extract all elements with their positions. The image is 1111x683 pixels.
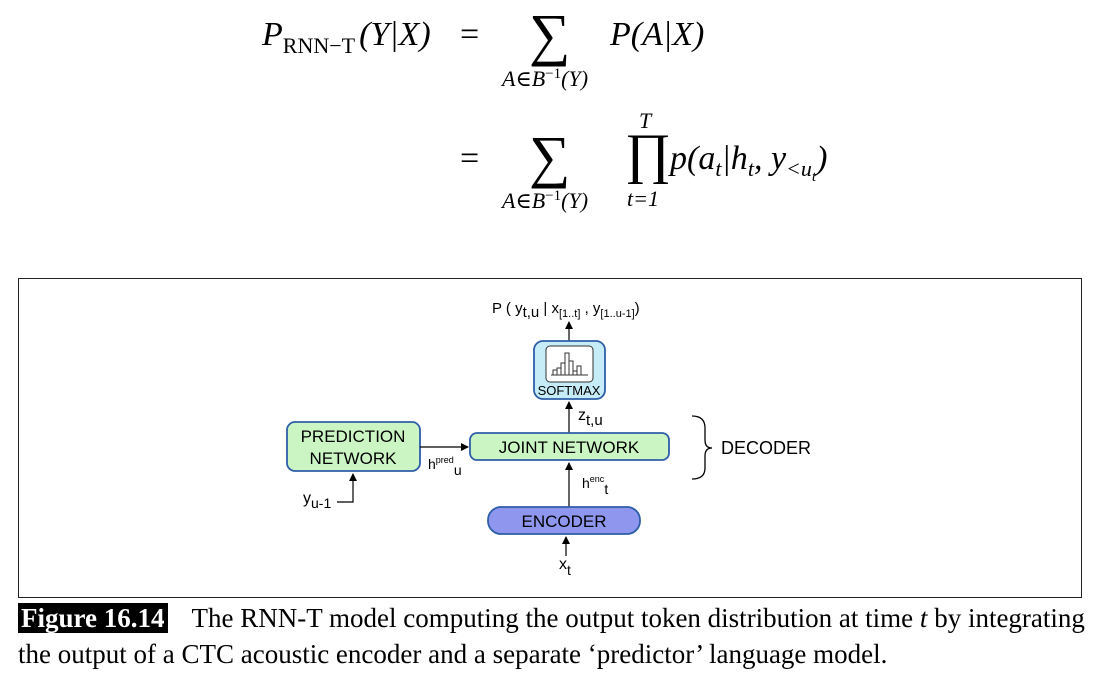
term2-h: |h (721, 140, 748, 177)
figure-caption: Figure 16.14 The RNN-T model computing th… (18, 600, 1098, 672)
prod-top: T (639, 108, 652, 133)
softmax-label: SOFTMAX (538, 383, 601, 398)
prod-bottom: t=1 (627, 186, 659, 211)
sum-subscript-2: A∈B−1(Y) (502, 188, 588, 214)
lhs-p: P (262, 16, 283, 53)
equals-sign-2: = (460, 140, 480, 177)
prod-symbol: ∏ (625, 123, 672, 185)
term2-close: ) (816, 140, 828, 177)
z-label: zt,u (578, 407, 603, 429)
sum-symbol-1: ∑ (529, 2, 571, 67)
sum2-sub-exp: −1 (545, 188, 562, 204)
decoder-brace (691, 415, 713, 480)
encoder-label: ENCODER (521, 512, 606, 531)
term2-ysub: <u (786, 156, 812, 181)
lhs-args: (Y|X) (359, 16, 431, 53)
caption-t: t (919, 603, 928, 633)
equals-sign-1: = (460, 16, 480, 53)
equation: PRNN−T (Y|X) = ∑ A∈B−1(Y) P(A|X) = ∑ A∈B−… (0, 0, 1111, 230)
sum-sub-a: A∈B (502, 66, 546, 91)
term-2: p(at|ht, y<ut) (670, 140, 827, 186)
histogram-bars (551, 352, 588, 376)
joint-network-box (469, 432, 670, 461)
term2-ysubt: t (811, 169, 817, 185)
caption-text-before: The RNN-T model computing the output tok… (191, 603, 920, 633)
sum-sub-y: (Y) (561, 66, 589, 91)
sum2-sub-y: (Y) (561, 188, 589, 213)
term2-ht: t (747, 156, 754, 181)
x-label: xt (559, 556, 571, 578)
hpred-label: hpredu (428, 455, 462, 478)
prediction-label-line2: NETWORK (310, 449, 398, 468)
sum-sub-exp: −1 (545, 66, 562, 82)
sum-symbol-2: ∑ (529, 124, 571, 189)
equation-lhs: PRNN−T (Y|X) (262, 16, 431, 59)
prediction-label-line1: PREDICTION (301, 427, 406, 446)
sum-subscript-1: A∈B−1(Y) (502, 66, 588, 92)
arrow-y-prediction (337, 473, 357, 503)
term-1: P(A|X) (610, 16, 705, 53)
sum2-sub-a: A∈B (502, 188, 546, 213)
figure-number: Figure 16.14 (18, 603, 168, 633)
encoder-box (487, 506, 641, 535)
caption-text-after: by integrating the output of a CTC acous… (18, 603, 1085, 669)
joint-network-label: JOINT NETWORK (499, 438, 640, 457)
figure-frame (18, 278, 1082, 598)
y-label: yu-1 (303, 490, 331, 511)
term2-t: t (715, 156, 722, 181)
henc-label: henct (582, 474, 608, 497)
term2-y: , y (753, 140, 787, 177)
decoder-label: DECODER (721, 438, 811, 458)
lhs-sub: RNN−T (282, 33, 356, 58)
term2-p: p(a (670, 140, 716, 177)
output-label: P ( yt,u | x[1..t] , y[1..u-1]) (492, 300, 640, 321)
